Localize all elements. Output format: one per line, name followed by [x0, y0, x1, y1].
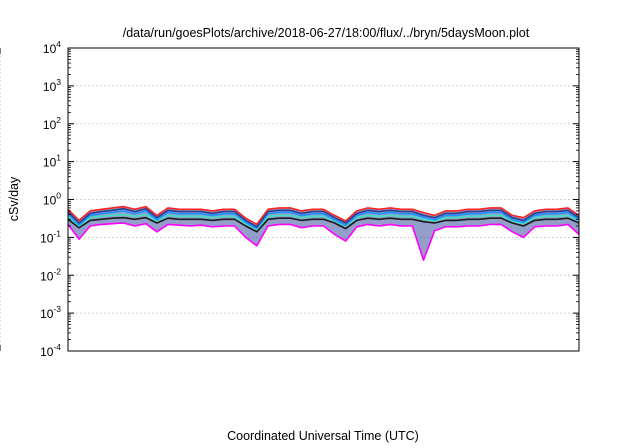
chart-title: /data/run/goesPlots/archive/2018-06-27/1…: [123, 26, 530, 40]
series-line: [67, 213, 580, 231]
series-line: [67, 210, 580, 230]
series-layer: [67, 205, 580, 261]
y-tick-label: 104: [43, 39, 61, 56]
series-line: [67, 205, 580, 226]
series-line: [67, 207, 580, 228]
y-tick-label: 102: [43, 115, 61, 132]
y-tick-label: 101: [43, 153, 61, 170]
grid-lines: [0, 48, 579, 351]
y-axis-label: cSv/day: [7, 176, 21, 221]
y-tick-label: 100: [43, 191, 61, 208]
y-tick-label: 10-3: [40, 304, 61, 321]
y-tick-label: 10-4: [40, 342, 61, 359]
series-line: [67, 222, 580, 261]
y-tick-label: 10-2: [40, 266, 61, 283]
x-axis-label: Coordinated Universal Time (UTC): [227, 429, 419, 443]
y-tick-label: 10-1: [40, 228, 61, 245]
series-line: [67, 216, 580, 233]
y-tick-label: 103: [43, 77, 61, 94]
y-axis-ticks: 10-4 10-3 10-2 10-1 100 101 102 103 104: [40, 39, 579, 359]
